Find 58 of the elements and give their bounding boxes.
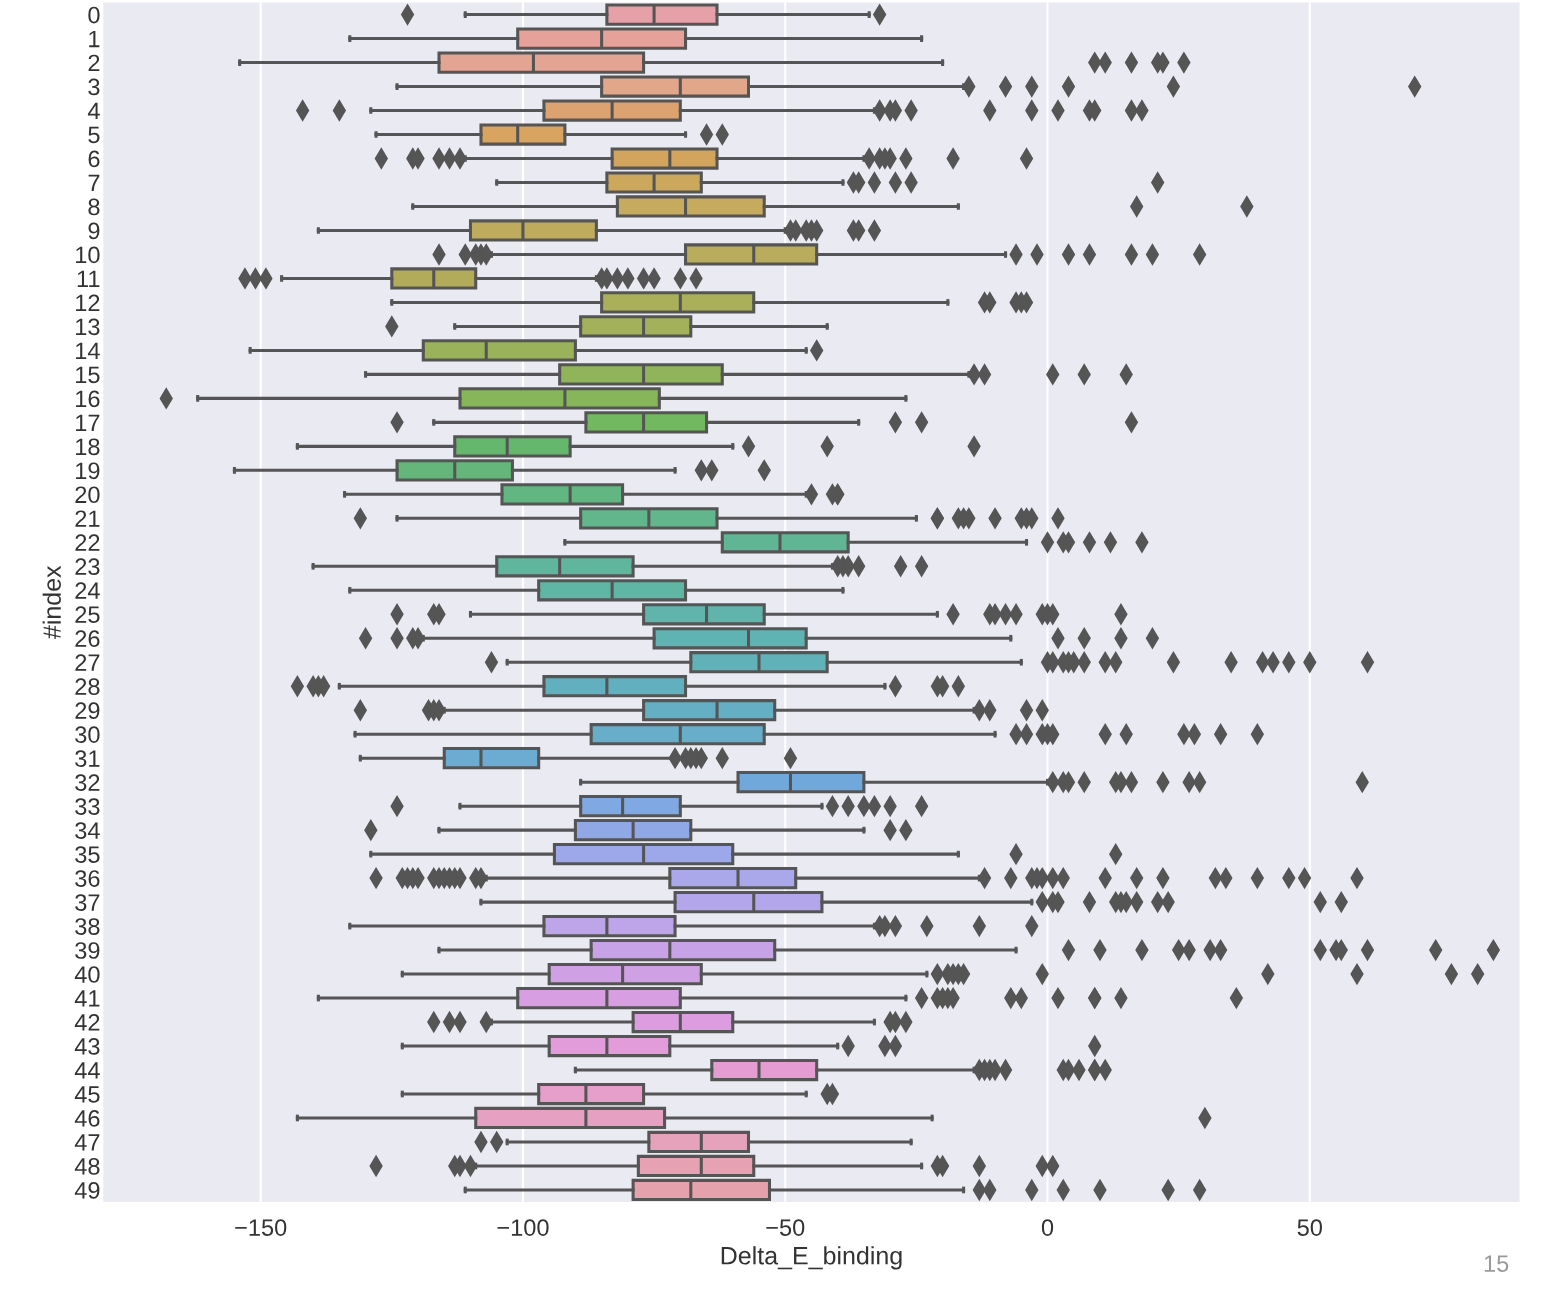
y-tick-label: 18 [76, 438, 100, 456]
y-axis-title: #index [42, 565, 61, 639]
y-tick-label: 2 [88, 54, 100, 72]
y-tick-label: 14 [76, 342, 100, 359]
y-tick-label: 21 [75, 510, 100, 527]
y-tick-label: 6 [88, 150, 100, 168]
y-tick-label: 10 [76, 246, 100, 264]
y-tick-label: 43 [74, 1038, 100, 1055]
y-tick-label: 32 [75, 774, 100, 791]
y-tick-label: 24 [75, 582, 100, 599]
y-tick-label: 49 [74, 1182, 100, 1199]
x-tick-label: −150 [235, 1219, 287, 1236]
y-tick-label: 31 [75, 750, 100, 767]
text: 15 [1484, 1255, 1509, 1272]
y-tick-label: 4 [87, 102, 100, 120]
y-tick-label: 33 [75, 798, 100, 815]
y-tick-label: 22 [75, 534, 100, 551]
x-tick-label: −100 [497, 1219, 549, 1236]
x-tick-label: −50 [766, 1219, 805, 1236]
x-axis-title: Delta_E_binding [721, 1246, 902, 1270]
y-tick-label: 30 [75, 726, 100, 743]
y-tick-label: 36 [75, 870, 100, 887]
y-tick-label: 42 [74, 1014, 100, 1031]
y-tick-label: 17 [76, 414, 100, 431]
y-tick-label: 38 [75, 918, 100, 935]
y-tick-label: 29 [75, 702, 100, 719]
y-tick-label: 16 [76, 390, 100, 408]
y-tick-label: 46 [74, 1110, 100, 1127]
y-tick-label: 27 [75, 654, 100, 671]
y-tick-label: 28 [75, 678, 100, 696]
y-tick-label: 5 [88, 126, 100, 144]
y-tick-label: 11 [77, 270, 100, 287]
y-tick-label: 40 [74, 966, 100, 983]
y-tick-label: 45 [74, 1086, 100, 1103]
y-tick-label: 3 [88, 78, 100, 96]
y-tick-label: 12 [76, 294, 100, 311]
y-tick-label: 20 [75, 486, 100, 504]
y-tick-label: 0 [88, 6, 100, 24]
y-tick-label: 9 [88, 222, 100, 240]
y-tick-label: 13 [76, 318, 100, 336]
y-tick-label: 1 [89, 30, 100, 48]
y-tick-label: 47 [74, 1134, 100, 1151]
y-tick-label: 44 [74, 1062, 100, 1079]
y-tick-label: 8 [88, 198, 100, 216]
y-tick-label: 26 [75, 630, 100, 648]
y-tick-label: 34 [75, 822, 100, 839]
x-tick-label: 50 [1297, 1219, 1322, 1236]
y-tick-label: 35 [75, 846, 100, 863]
y-tick-label: 19 [76, 462, 100, 480]
y-tick-label: 25 [75, 606, 100, 624]
y-tick-label: 41 [74, 990, 100, 1007]
x-tick-label: 0 [1041, 1219, 1054, 1236]
y-tick-label: 7 [88, 174, 100, 192]
y-tick-label: 48 [74, 1158, 100, 1175]
y-tick-label: 23 [75, 558, 100, 576]
y-tick-label: 37 [75, 894, 100, 911]
y-tick-label: 39 [75, 942, 100, 959]
y-tick-label: 15 [76, 366, 100, 384]
